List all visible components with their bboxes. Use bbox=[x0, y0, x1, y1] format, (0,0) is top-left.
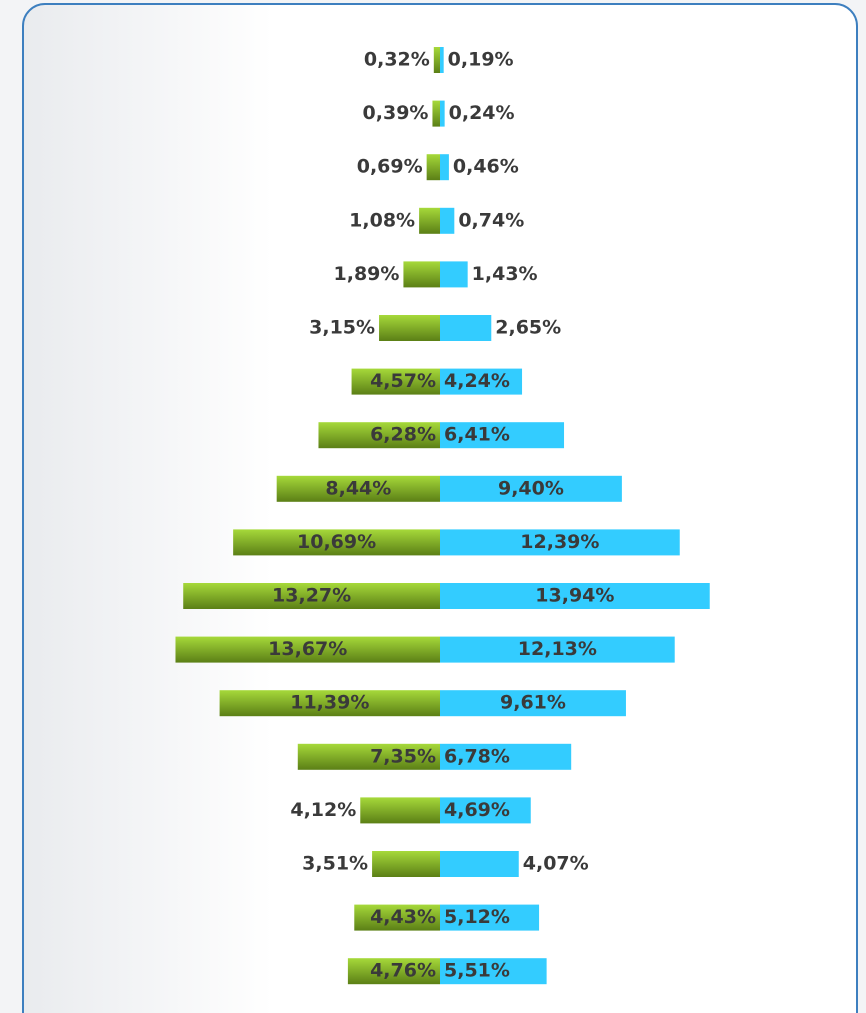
value-label: 0,74% bbox=[458, 209, 524, 231]
value-label: 3,51% bbox=[302, 853, 368, 875]
bar bbox=[440, 743, 572, 770]
bar bbox=[433, 47, 440, 73]
value-label: 5,51% bbox=[444, 960, 510, 982]
bar bbox=[440, 690, 626, 717]
value-label: 5,12% bbox=[444, 906, 510, 928]
bar bbox=[440, 851, 519, 877]
value-label: 6,41% bbox=[444, 424, 510, 446]
bar bbox=[297, 743, 440, 770]
value-label: 4,43% bbox=[370, 906, 436, 928]
value-label: 12,39% bbox=[520, 531, 599, 553]
value-label: 10,69% bbox=[297, 531, 376, 553]
plot: 0,32% 0,39% 0,69% 1,08% 1,89% 3,15% 4,57% 6,28%… bbox=[175, 47, 710, 985]
bar bbox=[354, 904, 440, 931]
value-label: 3,15% bbox=[309, 317, 375, 339]
bar bbox=[440, 100, 445, 127]
bar bbox=[183, 583, 440, 609]
bar bbox=[440, 422, 565, 449]
value-label: 2,65% bbox=[495, 317, 561, 339]
frame bbox=[22, 3, 858, 1013]
bar bbox=[440, 47, 444, 73]
bar bbox=[440, 636, 675, 663]
bar bbox=[426, 154, 440, 181]
bar bbox=[233, 529, 440, 556]
value-label: 9,61% bbox=[500, 692, 566, 714]
bar bbox=[360, 797, 440, 824]
bar bbox=[440, 583, 710, 609]
bar bbox=[403, 261, 440, 288]
bar bbox=[419, 207, 440, 234]
value-label: 13,27% bbox=[272, 585, 351, 607]
bar bbox=[440, 958, 547, 985]
value-label: 0,46% bbox=[453, 156, 519, 178]
bar bbox=[347, 958, 440, 985]
value-label: 7,35% bbox=[370, 745, 436, 767]
bar bbox=[379, 315, 440, 341]
bar bbox=[440, 475, 622, 502]
value-label: 6,28% bbox=[370, 424, 436, 446]
value-label: 6,78% bbox=[444, 745, 510, 767]
value-label: 0,24% bbox=[449, 102, 515, 124]
value-label: 4,57% bbox=[370, 370, 436, 392]
value-label: 0,32% bbox=[364, 49, 430, 71]
value-label: 1,08% bbox=[349, 209, 415, 231]
bar bbox=[175, 636, 440, 663]
bar bbox=[440, 529, 680, 556]
value-label: 11,39% bbox=[290, 692, 369, 714]
bar bbox=[372, 851, 440, 877]
bar bbox=[440, 154, 449, 181]
bar bbox=[440, 904, 540, 931]
value-label: 4,24% bbox=[444, 370, 510, 392]
bar bbox=[432, 100, 440, 127]
value-label: 13,94% bbox=[535, 585, 614, 607]
value-label: 0,69% bbox=[357, 156, 423, 178]
value-label: 13,67% bbox=[268, 638, 347, 660]
value-label: 4,69% bbox=[444, 799, 510, 821]
bar bbox=[440, 315, 492, 341]
bar bbox=[440, 797, 531, 824]
value-label: 12,13% bbox=[518, 638, 597, 660]
bar bbox=[440, 261, 468, 288]
value-label: 9,40% bbox=[498, 477, 564, 499]
value-label: 8,44% bbox=[325, 477, 391, 499]
bar bbox=[440, 368, 523, 395]
bar bbox=[351, 368, 440, 395]
value-label: 0,39% bbox=[363, 102, 429, 124]
bar bbox=[440, 207, 455, 234]
value-label: 1,43% bbox=[472, 263, 538, 285]
value-label: 4,07% bbox=[523, 853, 589, 875]
bar bbox=[276, 475, 440, 502]
value-label: 4,76% bbox=[370, 960, 436, 982]
value-label: 4,12% bbox=[290, 799, 356, 821]
value-label: 1,89% bbox=[334, 263, 400, 285]
bar bbox=[219, 690, 440, 717]
value-label: 0,19% bbox=[448, 49, 514, 71]
bar bbox=[318, 422, 440, 449]
